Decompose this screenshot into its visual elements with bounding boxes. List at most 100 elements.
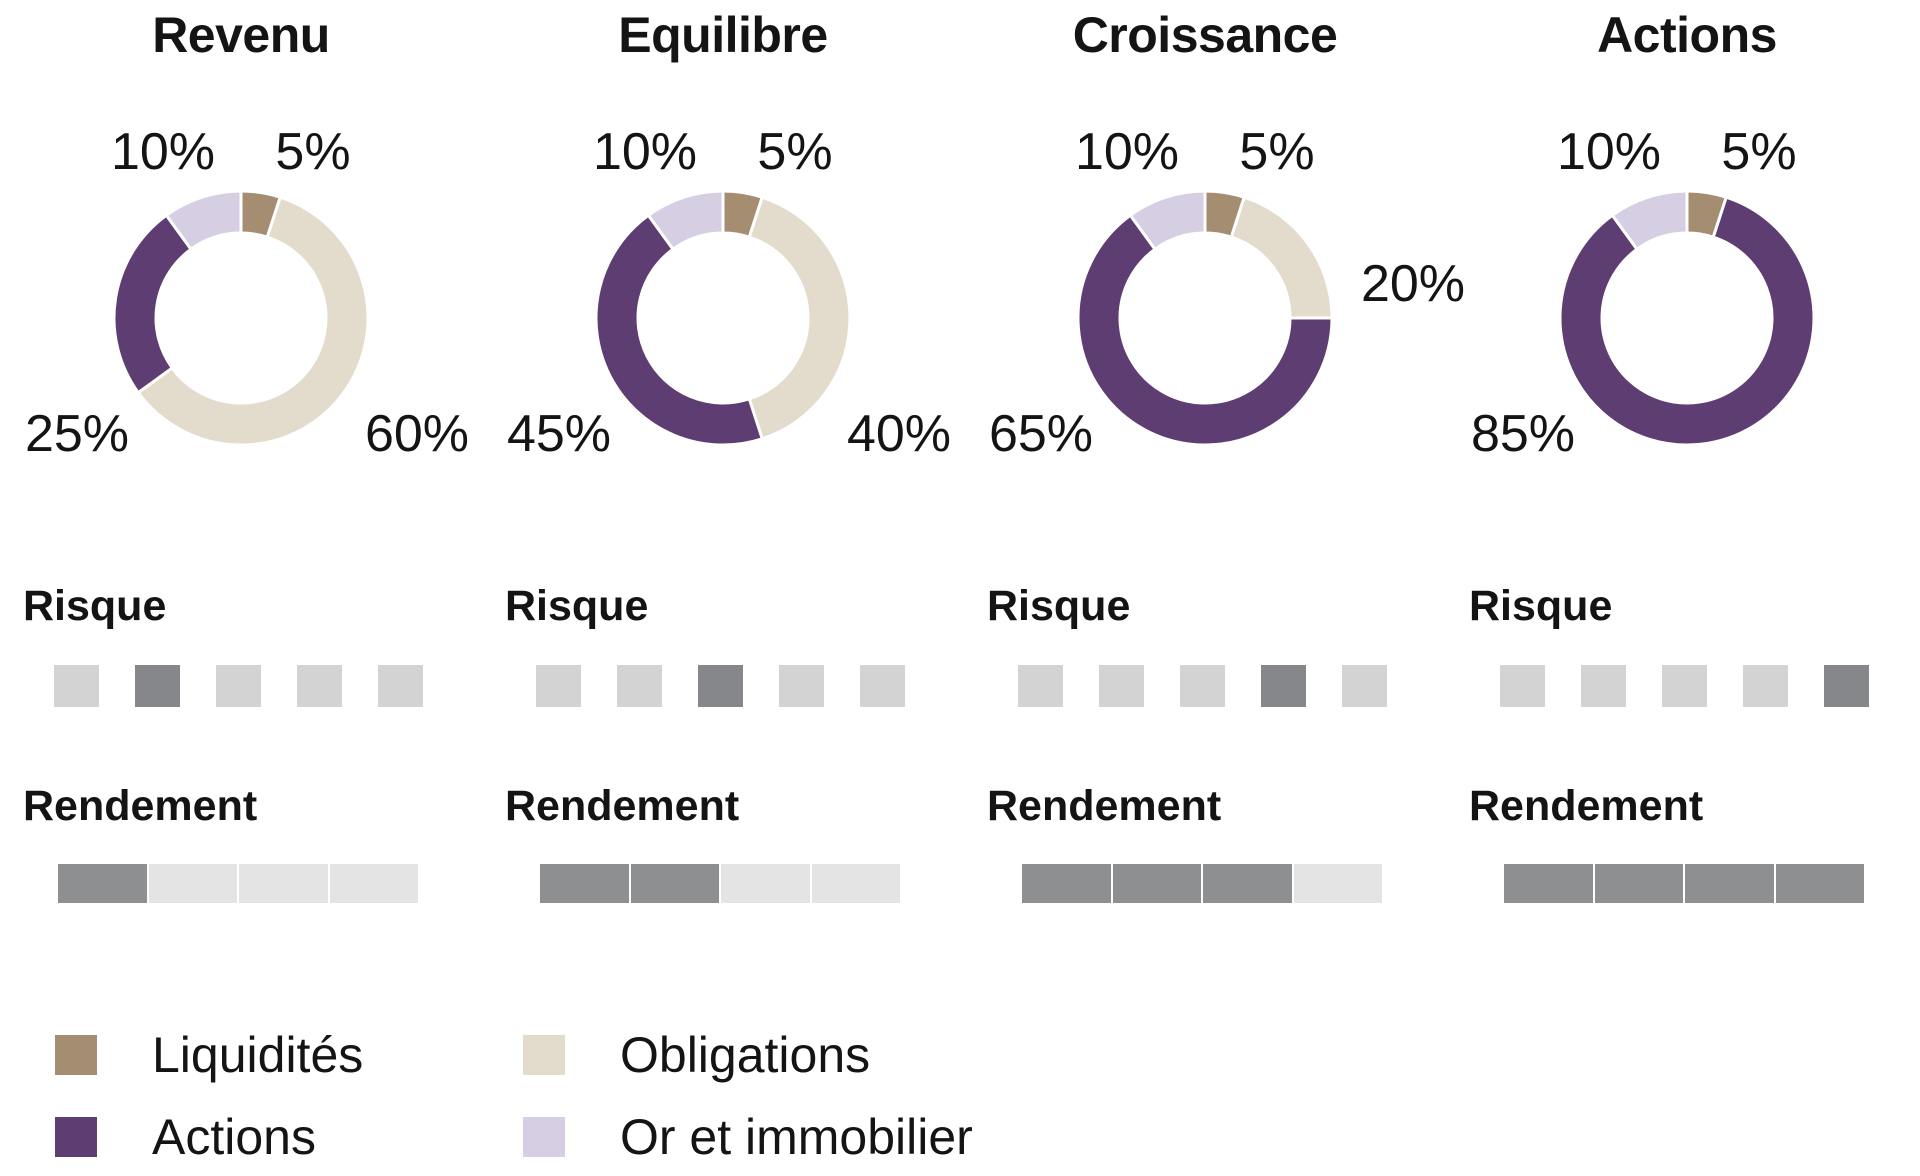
donut-label-top-right: 5% bbox=[1239, 123, 1315, 181]
donut-segment-or_immobilier bbox=[1610, 189, 1689, 252]
donut-label-bottom-right: 60% bbox=[364, 405, 470, 463]
chart-title: Equilibre bbox=[618, 7, 828, 63]
donut-segment-actions bbox=[1076, 213, 1334, 447]
donut-segment-or_immobilier bbox=[164, 189, 243, 252]
return-segment-filled bbox=[58, 864, 147, 903]
risk-square bbox=[216, 665, 261, 707]
chart-title: Revenu bbox=[152, 7, 330, 63]
return-segment-filled bbox=[630, 864, 719, 903]
return-section-label: Rendement bbox=[23, 782, 258, 830]
return-scale bbox=[1504, 864, 1864, 903]
donut-label-top-left: 10% bbox=[592, 123, 698, 181]
donut-svg bbox=[594, 189, 852, 447]
risk-square bbox=[1500, 665, 1545, 707]
risk-section-label: Risque bbox=[1469, 582, 1613, 630]
legend-swatch-actions bbox=[55, 1117, 97, 1157]
return-segment bbox=[811, 864, 900, 903]
donut-label-bottom-left: 65% bbox=[988, 405, 1094, 463]
donut-label-top-right: 5% bbox=[275, 123, 351, 181]
chart-column: Equilibre 10% 5% 40% 45% Risque Rendement bbox=[482, 0, 964, 1176]
donut-segment-obligations bbox=[1229, 195, 1334, 320]
risk-section-label: Risque bbox=[23, 582, 167, 630]
chart-title: Actions bbox=[1597, 7, 1777, 63]
risk-square bbox=[1342, 665, 1387, 707]
donut-svg bbox=[1558, 189, 1816, 447]
chart-column: Revenu 10% 5% 60% 25% Risque Rendement bbox=[0, 0, 482, 1176]
return-segment bbox=[1293, 864, 1382, 903]
donut-segment-or_immobilier bbox=[1128, 189, 1207, 252]
donut-segment-obligations bbox=[136, 195, 370, 447]
risk-square bbox=[297, 665, 342, 707]
return-segment-filled bbox=[1504, 864, 1593, 903]
risk-section-label: Risque bbox=[505, 582, 649, 630]
return-segment bbox=[721, 864, 810, 903]
risk-scale bbox=[1018, 665, 1387, 707]
legend-label: Obligations bbox=[620, 1027, 871, 1083]
donut-segment-actions bbox=[594, 213, 765, 447]
chart-column: Actions 10% 5% 85% Risque Rendement bbox=[1446, 0, 1920, 1176]
return-segment-filled bbox=[1685, 864, 1774, 903]
donut-svg bbox=[112, 189, 370, 447]
risk-square bbox=[860, 665, 905, 707]
donut-label-top-left: 10% bbox=[1074, 123, 1180, 181]
legend-label: Or et immobilier bbox=[620, 1109, 973, 1165]
return-section-label: Rendement bbox=[1469, 782, 1704, 830]
donut-label-top-left: 10% bbox=[1556, 123, 1662, 181]
return-segment bbox=[148, 864, 237, 903]
donut-svg bbox=[1076, 189, 1334, 447]
donut-chart: 10% 5% 40% 45% bbox=[507, 126, 951, 460]
risk-square-active bbox=[135, 665, 180, 707]
return-segment-filled bbox=[1594, 864, 1683, 903]
risk-scale bbox=[1500, 665, 1869, 707]
risk-square bbox=[1743, 665, 1788, 707]
return-segment-filled bbox=[1775, 864, 1864, 903]
return-scale bbox=[540, 864, 900, 903]
donut-segment-obligations bbox=[747, 195, 852, 441]
chart-column: Croissance 10% 5% 20% 65% Risque Rendement bbox=[964, 0, 1465, 1176]
return-section-label: Rendement bbox=[505, 782, 740, 830]
risk-square bbox=[617, 665, 662, 707]
donut-label-bottom-left: 85% bbox=[1470, 405, 1576, 463]
donut-label-right: 20% bbox=[1360, 255, 1466, 313]
donut-label-top-left: 10% bbox=[110, 123, 216, 181]
risk-square bbox=[779, 665, 824, 707]
risk-square-active bbox=[1261, 665, 1306, 707]
donut-segment-actions bbox=[1558, 195, 1816, 447]
risk-square bbox=[536, 665, 581, 707]
risk-square bbox=[378, 665, 423, 707]
return-section-label: Rendement bbox=[987, 782, 1222, 830]
risk-square bbox=[54, 665, 99, 707]
donut-label-bottom-right: 40% bbox=[846, 405, 952, 463]
donut-label-bottom-left: 45% bbox=[506, 405, 612, 463]
risk-square-active bbox=[698, 665, 743, 707]
return-segment bbox=[329, 864, 418, 903]
legend-swatch-obligations bbox=[523, 1035, 565, 1075]
risk-square bbox=[1180, 665, 1225, 707]
risk-square bbox=[1581, 665, 1626, 707]
donut-label-top-right: 5% bbox=[1721, 123, 1797, 181]
risk-scale bbox=[54, 665, 423, 707]
risk-section-label: Risque bbox=[987, 582, 1131, 630]
legend-item-obligations: Obligations bbox=[523, 1030, 870, 1080]
legend-label: Liquidités bbox=[152, 1027, 364, 1083]
donut-segment-or_immobilier bbox=[646, 189, 725, 252]
donut-label-bottom-left: 25% bbox=[24, 405, 130, 463]
return-scale bbox=[1022, 864, 1382, 903]
legend-item-liquidites: Liquidités bbox=[55, 1030, 363, 1080]
donut-chart: 10% 5% 85% bbox=[1471, 126, 1827, 460]
legend-item-actions: Actions bbox=[55, 1112, 316, 1162]
legend-label: Actions bbox=[152, 1109, 316, 1165]
legend-swatch-liquidites bbox=[55, 1035, 97, 1075]
donut-chart: 10% 5% 60% 25% bbox=[25, 126, 469, 460]
donut-segment-actions bbox=[112, 213, 194, 395]
risk-square bbox=[1662, 665, 1707, 707]
chart-title: Croissance bbox=[1072, 7, 1338, 63]
risk-square bbox=[1099, 665, 1144, 707]
return-segment-filled bbox=[1203, 864, 1292, 903]
legend-item-or_immobilier: Or et immobilier bbox=[523, 1112, 973, 1162]
donut-chart: 10% 5% 20% 65% bbox=[989, 126, 1465, 460]
return-segment-filled bbox=[1022, 864, 1111, 903]
risk-square bbox=[1018, 665, 1063, 707]
return-segment-filled bbox=[540, 864, 629, 903]
